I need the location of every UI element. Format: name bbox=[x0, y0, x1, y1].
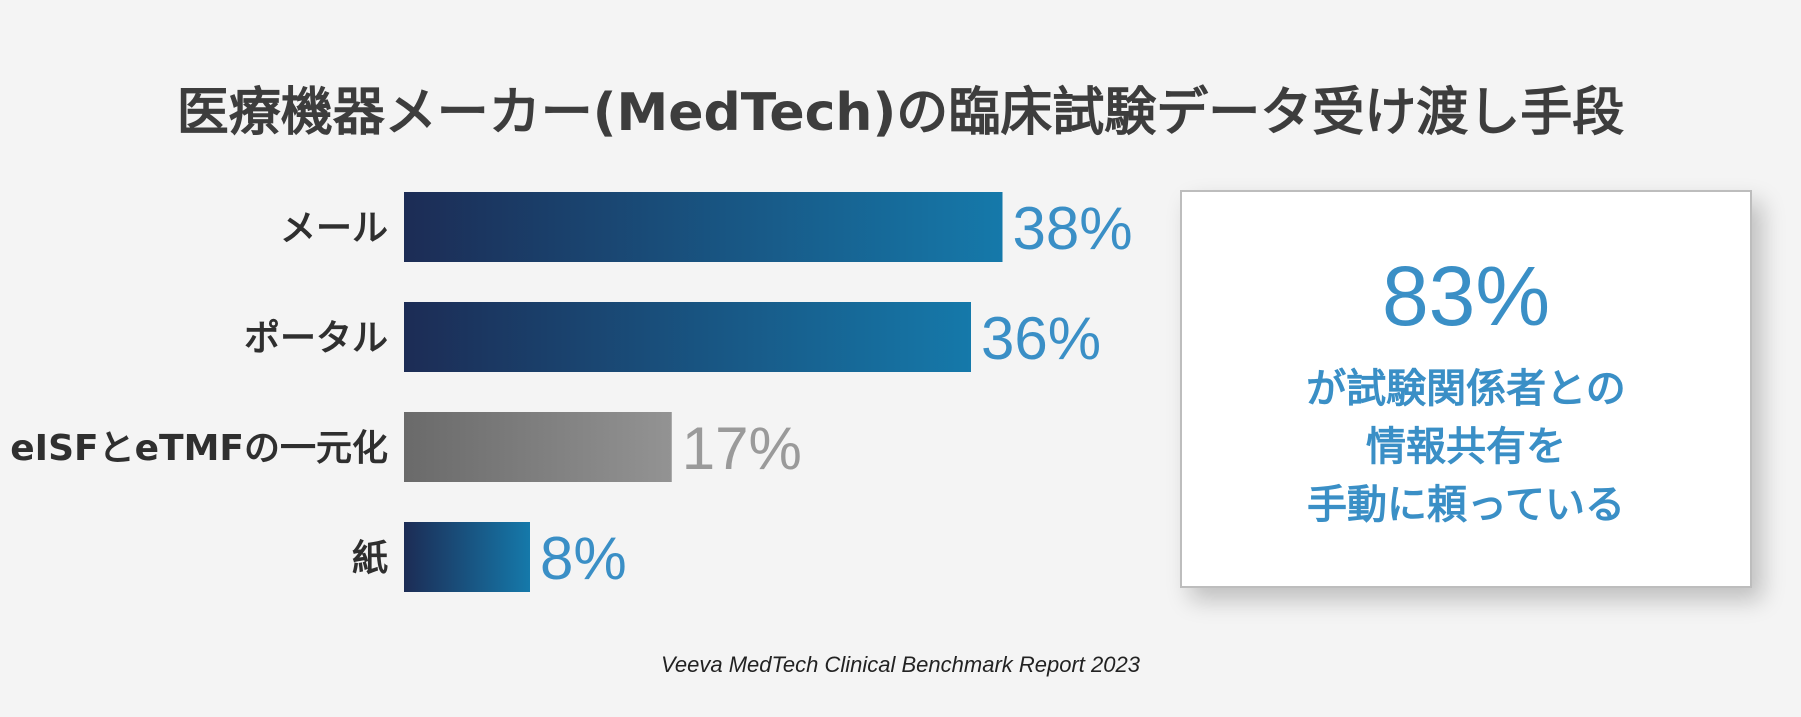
callout-line-1: が試験関係者との bbox=[1306, 366, 1626, 412]
callout-percent: 83% bbox=[1381, 249, 1551, 343]
bar-portal bbox=[404, 302, 971, 372]
source-credit: Veeva MedTech Clinical Benchmark Report … bbox=[661, 652, 1140, 677]
value-label-paper: 8% bbox=[540, 525, 627, 592]
value-label-eisf-etmf: 17% bbox=[682, 415, 802, 482]
bar-email bbox=[404, 192, 1003, 262]
category-label-paper: 紙 bbox=[352, 538, 388, 579]
value-label-portal: 36% bbox=[981, 305, 1101, 372]
callout-line-2: 情報共有を bbox=[1366, 424, 1566, 470]
value-label-email: 38% bbox=[1013, 195, 1133, 262]
bar-paper bbox=[404, 522, 530, 592]
callout-line-3: 手動に頼っている bbox=[1307, 482, 1625, 528]
chart-title: 医療機器メーカー(MedTech)の臨床試験データ受け渡し手段 bbox=[176, 83, 1625, 143]
category-label-portal: ポータル bbox=[244, 317, 388, 359]
category-label-eisf-etmf: eISFとeTMFの一元化 bbox=[10, 428, 388, 469]
summary-callout: 83% が試験関係者との 情報共有を 手動に頼っている bbox=[1180, 190, 1752, 588]
bar-eisf-etmf bbox=[404, 412, 672, 482]
category-label-email: メール bbox=[280, 208, 388, 249]
